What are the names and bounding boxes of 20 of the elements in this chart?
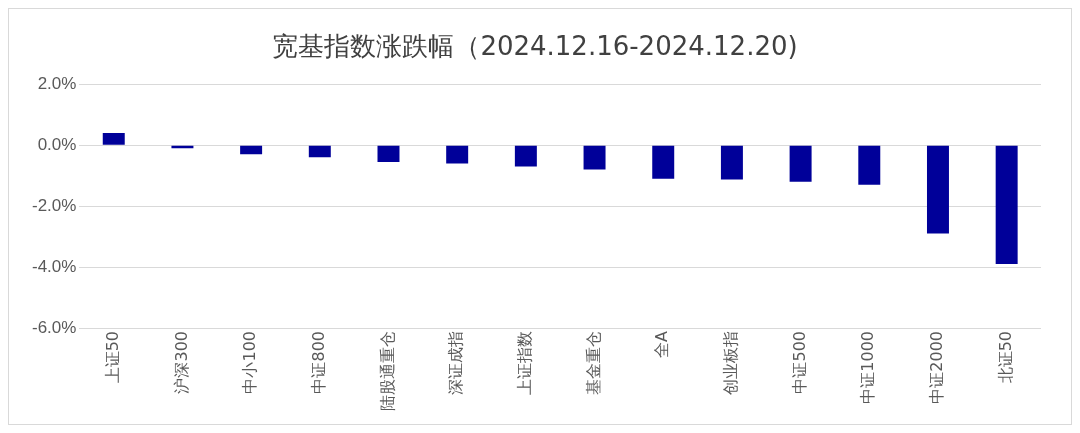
x-tick-label: 中证800 <box>308 331 328 394</box>
x-tick-label: 中小100 <box>240 331 260 394</box>
x-tick-label: 中证500 <box>789 331 809 394</box>
y-tick-label: -2.0% <box>31 195 77 215</box>
y-tick-label: -4.0% <box>31 256 77 276</box>
x-tick-label: 创业板指 <box>721 331 741 395</box>
x-tick-label: 陆股通重仓 <box>377 331 397 411</box>
x-tick-label: 中证1000 <box>858 331 878 404</box>
x-tick-label: 深证成指 <box>446 331 466 395</box>
chart-title: 宽基指数涨跌幅（2024.12.16-2024.12.20) <box>272 31 798 62</box>
y-tick-label: 0.0% <box>37 134 77 154</box>
x-tick-label: 基金重仓 <box>583 331 603 395</box>
x-tick-label: 全A <box>652 330 672 358</box>
y-tick-label: -6.0% <box>31 317 77 337</box>
x-tick-label: 中证2000 <box>927 331 947 404</box>
x-tick-label: 沪深300 <box>171 331 191 394</box>
x-tick-label: 上证指数 <box>515 331 535 395</box>
x-tick-label: 北证50 <box>995 331 1015 384</box>
x-tick-label: 上证50 <box>102 331 122 384</box>
y-tick-label: 2.0% <box>37 73 77 93</box>
